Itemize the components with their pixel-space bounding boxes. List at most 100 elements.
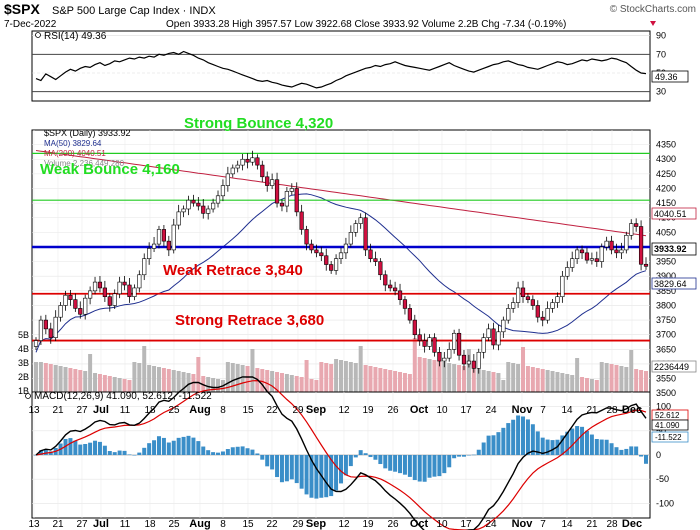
volume-bar <box>373 367 378 402</box>
volume-bar <box>624 367 629 402</box>
volume-bar <box>427 359 432 402</box>
volume-bar <box>550 371 555 402</box>
x-tick-label-bottom: 26 <box>387 519 399 530</box>
volume-bar <box>368 366 373 402</box>
x-tick-label-mid: 28 <box>606 405 618 416</box>
macd-histogram-bar <box>461 455 466 457</box>
x-tick-label-bottom: Nov <box>512 518 534 530</box>
price-tick-label: 3850 <box>656 286 676 296</box>
macd-histogram-bar <box>565 431 570 455</box>
macd-histogram-bar <box>511 419 516 455</box>
rsi-tick-label: 70 <box>656 49 666 59</box>
price-tick-label: 4250 <box>656 169 676 179</box>
volume-bar <box>117 378 122 402</box>
macd-histogram-bar <box>481 442 486 455</box>
x-tick-label-bottom: 21 <box>52 519 64 530</box>
ma50-line <box>35 193 647 353</box>
volume-bar <box>521 347 526 402</box>
x-tick-label-bottom: 21 <box>586 519 598 530</box>
candle-body <box>540 316 545 321</box>
macd-histogram-bar <box>521 416 526 455</box>
candle-body <box>48 328 53 338</box>
macd-histogram-bar <box>535 431 540 455</box>
volume-bar <box>53 365 58 402</box>
volume-bar <box>275 372 280 402</box>
x-tick-label-mid: 10 <box>436 405 448 416</box>
volume-bar <box>309 379 314 402</box>
macd-tick-label: 50 <box>656 426 666 436</box>
macd-histogram-bar <box>353 455 358 458</box>
candle-body <box>107 296 112 306</box>
volume-tick-label: 2B <box>18 372 29 382</box>
volume-bar <box>501 380 506 402</box>
volume-bar <box>68 368 73 402</box>
x-tick-label-bottom: 8 <box>220 519 226 530</box>
volume-bar <box>398 372 403 402</box>
candle-body <box>304 229 309 245</box>
macd-tick-label: 0 <box>656 450 661 460</box>
macd-histogram-bar <box>629 446 634 455</box>
macd-histogram-bar <box>614 447 619 455</box>
macd-histogram-bar <box>245 448 250 455</box>
candle-body <box>481 337 486 353</box>
candle-body <box>191 199 196 204</box>
volume-bar <box>171 370 176 402</box>
macd-histogram-bar <box>250 449 255 455</box>
volume-bar <box>255 368 260 402</box>
exchange-name: INDX <box>189 5 216 17</box>
macd-histogram-bar <box>171 440 176 455</box>
macd-histogram-bar <box>142 447 147 455</box>
macd-line-value: 41.090 <box>655 421 680 430</box>
rsi-tick-label: 30 <box>656 87 666 97</box>
candle-body <box>437 351 442 362</box>
volume-bar <box>506 362 511 402</box>
candle-body <box>127 284 132 298</box>
macd-histogram-bar <box>368 455 373 458</box>
volume-bar <box>570 375 575 402</box>
volume-bar <box>314 380 319 402</box>
macd-histogram-bar <box>476 449 481 455</box>
macd-histogram-bar <box>580 426 585 455</box>
macd-histogram-bar <box>240 446 245 455</box>
candle-body <box>565 267 570 277</box>
volume-bar <box>639 370 644 402</box>
macd-histogram-bar <box>68 438 73 455</box>
macd-histogram-bar <box>486 435 491 455</box>
x-tick-label-mid: 18 <box>144 405 156 416</box>
candle-body <box>147 248 152 259</box>
macd-histogram-bar <box>466 454 471 456</box>
x-tick-label-mid: 11 <box>120 405 131 416</box>
x-tick-label-bottom: 11 <box>120 519 131 530</box>
macd-histogram-bar <box>34 455 38 456</box>
macd-histogram-bar <box>166 442 171 455</box>
price-tick-label: 3900 <box>656 271 676 281</box>
close-value: 3933.92 <box>654 244 687 254</box>
macd-histogram-bar <box>152 440 157 455</box>
volume-bar <box>294 376 299 402</box>
volume-bar <box>265 370 270 402</box>
volume-bar <box>530 367 535 402</box>
ohlc-summary: Open 3933.28 High 3957.57 Low 3922.68 Cl… <box>166 19 566 30</box>
volume-bar <box>422 358 427 402</box>
candle-body <box>83 297 88 315</box>
x-tick-label-bottom: 13 <box>28 519 40 530</box>
volume-bar <box>343 361 348 402</box>
price-tick-label: 4150 <box>656 198 676 208</box>
x-tick-label-bottom: Oct <box>410 518 429 530</box>
volume-bar <box>437 361 442 402</box>
volume-bar <box>58 366 63 402</box>
price-label-ma50: 3829.64 <box>651 277 697 290</box>
candle-body <box>525 296 531 300</box>
volume-bar <box>525 366 530 402</box>
volume-bar <box>540 369 545 402</box>
candle-body <box>496 331 501 346</box>
chart-date: 7-Dec-2022 <box>4 19 57 30</box>
price-label-volume: 2236449 <box>651 360 697 373</box>
candle-body <box>161 229 167 242</box>
candle-body <box>619 249 624 254</box>
volume-bar <box>122 379 127 402</box>
macd-histogram-bar <box>427 455 432 478</box>
candle-body <box>88 290 93 299</box>
candle-body <box>38 319 44 341</box>
macd-histogram-bar <box>452 455 457 459</box>
